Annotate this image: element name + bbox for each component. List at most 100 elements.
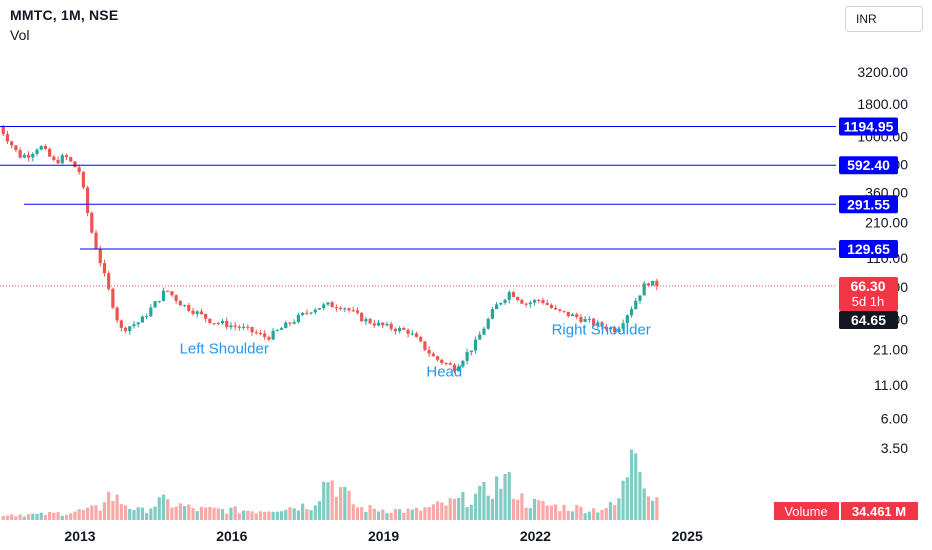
volume-bar xyxy=(85,507,90,520)
candle xyxy=(452,362,457,374)
candle xyxy=(629,306,634,318)
x-axis[interactable]: 2013 2016 2019 2022 2025 xyxy=(64,528,703,544)
volume-indicator-label[interactable]: Vol xyxy=(10,27,30,43)
volume-bar xyxy=(317,501,322,520)
volume-bar xyxy=(322,481,326,520)
level-tag-291.55: 291.55 xyxy=(839,195,898,214)
candle xyxy=(246,324,250,331)
volume-bar xyxy=(600,509,604,520)
volume-bar xyxy=(267,511,271,520)
candle xyxy=(26,151,31,162)
candle xyxy=(199,309,204,316)
volume-bar xyxy=(111,501,115,520)
volume-bar xyxy=(440,502,444,520)
y-tick-label: 1800.00 xyxy=(857,96,908,112)
currency-button[interactable]: INR xyxy=(845,6,923,32)
candle xyxy=(107,270,111,291)
volume-bar xyxy=(516,499,520,520)
candle xyxy=(136,322,140,328)
candle xyxy=(360,312,364,322)
candle xyxy=(258,330,263,336)
candle xyxy=(208,318,212,324)
candle xyxy=(431,351,435,357)
volume-bar xyxy=(301,503,305,520)
candle xyxy=(444,362,448,366)
candle xyxy=(14,145,18,152)
volume-bar xyxy=(448,498,452,520)
candle xyxy=(410,329,414,336)
volume-bar xyxy=(98,510,102,520)
candle xyxy=(419,335,423,343)
candle xyxy=(52,155,56,162)
candle xyxy=(212,322,216,326)
candle xyxy=(305,309,309,316)
volume-pane xyxy=(1,449,659,520)
candle xyxy=(507,290,511,304)
volume-bar xyxy=(372,508,376,520)
candle xyxy=(35,148,39,157)
volume-bar xyxy=(212,507,216,520)
volume-bar xyxy=(140,507,145,520)
x-tick-label: 2013 xyxy=(64,528,95,544)
candle xyxy=(69,156,73,163)
candle xyxy=(18,147,22,159)
candle xyxy=(355,307,360,315)
volume-bar xyxy=(646,496,651,520)
candle xyxy=(182,304,187,308)
volume-bar xyxy=(541,500,545,520)
volume-bar xyxy=(43,515,48,520)
candle xyxy=(296,312,301,324)
volume-bar xyxy=(478,485,482,520)
volume-bar xyxy=(381,509,385,520)
volume-bar xyxy=(537,500,541,520)
candle xyxy=(301,312,305,317)
x-tick-label: 2016 xyxy=(216,528,247,544)
volume-bar xyxy=(435,501,440,520)
candle xyxy=(330,300,334,308)
volume-bar xyxy=(389,512,393,520)
candle xyxy=(288,321,292,327)
volume-bar xyxy=(157,497,161,520)
volume-bar xyxy=(465,507,469,520)
candle xyxy=(10,140,14,149)
volume-bar xyxy=(629,449,634,520)
candle xyxy=(604,323,608,332)
candle xyxy=(128,325,132,335)
candle xyxy=(655,278,659,291)
volume-bar xyxy=(414,507,419,520)
candle xyxy=(617,326,621,333)
candle xyxy=(402,326,406,331)
chart-title: MMTC, 1M, NSE xyxy=(10,7,119,23)
candle xyxy=(414,331,419,338)
volume-bar xyxy=(271,511,275,520)
x-tick-label: 2022 xyxy=(520,528,551,544)
candle xyxy=(317,308,322,310)
candle xyxy=(115,306,119,324)
volume-bar xyxy=(199,506,204,520)
candle xyxy=(343,307,347,313)
volume-bar xyxy=(14,516,18,520)
volume-bar xyxy=(398,509,402,520)
candle xyxy=(570,313,575,317)
candle xyxy=(596,319,600,329)
volume-value-tag: Volume 34.461 M xyxy=(774,502,918,520)
candle xyxy=(541,297,545,305)
svg-text:1194.95: 1194.95 xyxy=(844,118,894,134)
volume-bar xyxy=(145,513,149,520)
volume-bar xyxy=(136,507,140,520)
candle xyxy=(254,329,258,335)
volume-bar xyxy=(107,491,111,520)
volume-bar xyxy=(655,497,659,520)
candle xyxy=(111,287,115,310)
volume-bar xyxy=(94,505,98,520)
volume-bar xyxy=(233,506,237,520)
volume-bar xyxy=(254,513,258,520)
volume-bar xyxy=(642,488,646,520)
volume-bar xyxy=(469,504,473,520)
volume-bar xyxy=(549,505,554,520)
volume-bar xyxy=(486,495,490,520)
volume-bar xyxy=(503,473,507,520)
volume-bar xyxy=(651,500,655,520)
candle xyxy=(634,297,638,310)
